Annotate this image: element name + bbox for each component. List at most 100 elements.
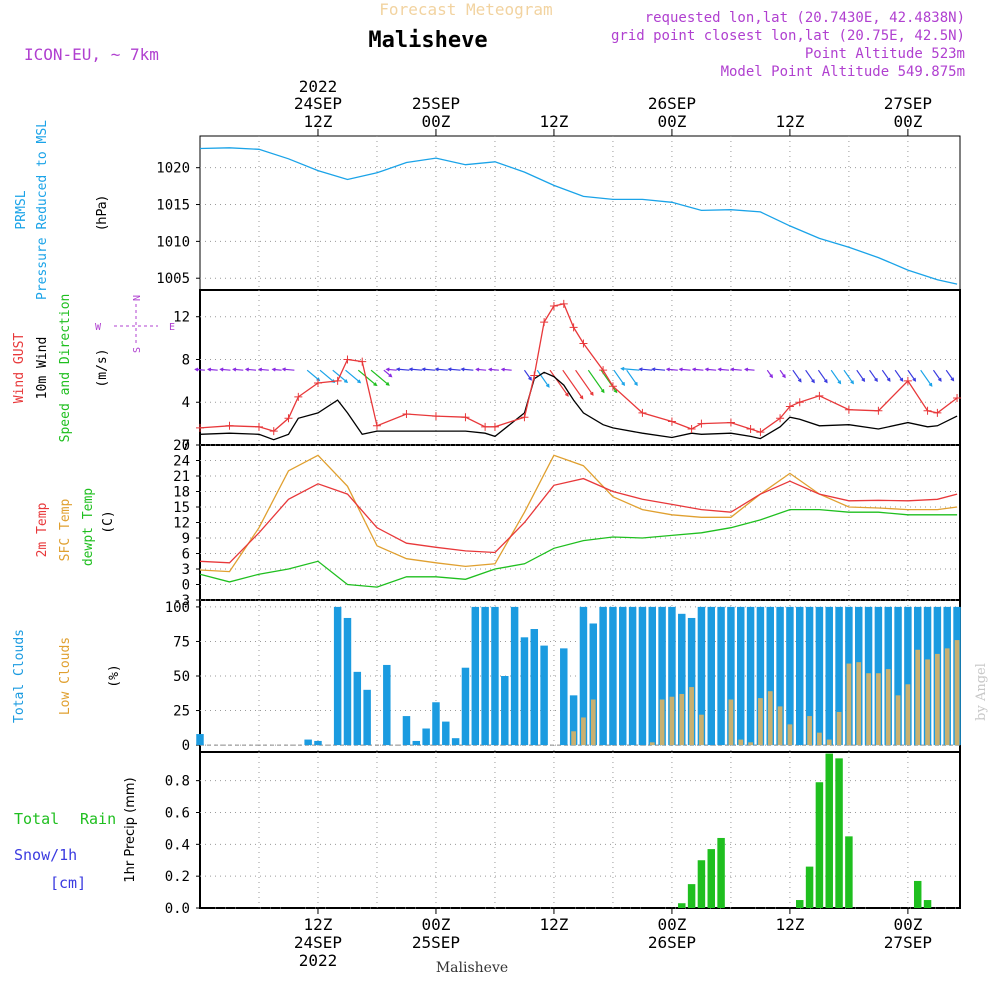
wind-arrow-head <box>194 367 199 372</box>
wind-arrow <box>397 368 410 371</box>
wind-direction-arrows <box>194 366 955 400</box>
low-cloud-bar <box>787 724 793 746</box>
low-cloud-bar <box>846 663 852 746</box>
top-hour-label: 12Z <box>304 112 333 131</box>
rain-bar <box>796 900 804 908</box>
top-hour-label: 00Z <box>422 112 451 131</box>
y-tick-label: 0.2 <box>165 869 190 885</box>
wind-arrow <box>549 369 569 397</box>
total-cloud-bar <box>510 606 519 746</box>
low-cloud-bar <box>817 732 822 746</box>
top-date-label: 26SEP <box>648 94 696 113</box>
wind-arrow <box>805 369 815 383</box>
wind-arrow <box>817 369 828 383</box>
wind-arrow-head <box>460 367 465 372</box>
total-cloud-bar <box>343 617 352 746</box>
gust-marker <box>569 323 578 332</box>
wind-arrow-head <box>475 367 480 372</box>
temp-series <box>199 454 958 588</box>
wind-arrow-head <box>316 377 321 382</box>
total-cloud-bar <box>304 739 312 746</box>
total-cloud-bar <box>333 606 342 746</box>
y-tick-label: 0.8 <box>165 774 190 790</box>
wind-arrow-head <box>811 379 815 384</box>
gust-marker <box>269 427 278 436</box>
wind-arrow-head <box>678 367 683 372</box>
y-tick-label: 12 <box>173 516 190 532</box>
gust-marker <box>358 357 367 366</box>
wind-arrow <box>246 368 257 371</box>
gust-marker <box>549 302 558 311</box>
rain-bar <box>687 884 696 908</box>
low-cloud-bar <box>699 714 704 746</box>
wind-arrow <box>920 369 933 387</box>
wind-arrow <box>869 369 878 382</box>
low-cloud-bar <box>807 716 812 746</box>
total-cloud-bar <box>737 606 745 746</box>
wind-arrow <box>621 367 640 371</box>
wind-arrow <box>907 369 916 382</box>
low-cloud-bar <box>915 649 921 746</box>
bottom-year-label: 2022 <box>299 951 338 970</box>
low-cloud-bar <box>836 711 842 746</box>
wind-arrow-head <box>621 381 626 387</box>
wind-arrow <box>435 368 448 371</box>
pressure-panel: PRMSL Pressure Reduced to MSL (hPa) 1005… <box>14 120 960 300</box>
gust-label: Wind GUST <box>12 333 27 404</box>
wind-arrow <box>259 368 269 371</box>
y-tick-label: 0.0 <box>165 901 190 917</box>
y-tick-label: 15 <box>173 500 190 516</box>
bottom-hour-label: 00Z <box>657 915 686 934</box>
bottom-hour-label: 00Z <box>893 915 922 934</box>
wind-panel: Wind GUST 10m Wind Speed and Direction (… <box>12 294 962 454</box>
wind-arrow-head <box>634 381 638 387</box>
rain-bar <box>923 900 932 908</box>
y-tick-label: 21 <box>173 469 190 485</box>
total-cloud-bar <box>786 606 794 746</box>
y-tick-label: 0 <box>182 738 190 754</box>
wind-arrow-head <box>206 367 212 372</box>
rain-bar <box>707 849 715 908</box>
wind-arrow <box>718 368 730 371</box>
gust-marker <box>313 379 322 387</box>
legend-total: Total <box>14 810 59 828</box>
wind-series <box>196 299 962 441</box>
wind-arrow <box>461 368 474 371</box>
gust-marker <box>638 408 647 417</box>
wind-arrow-head <box>937 377 942 382</box>
total-cloud-bar <box>579 606 588 746</box>
total-cloud-bar <box>776 606 784 746</box>
low-cloud-bar <box>856 662 862 746</box>
total-cloud-bar <box>628 606 637 746</box>
wind-arrow <box>779 369 786 378</box>
total-cloud-bar <box>540 645 548 746</box>
gust-marker <box>431 412 440 421</box>
low-cloud-bar <box>758 698 763 746</box>
low-cloud-bar <box>885 669 891 746</box>
wind-arrow <box>575 369 594 396</box>
low-cloud-bar <box>954 640 960 746</box>
temperature-panel: 2m Temp SFC Temp dewpt Temp (C) -3036912… <box>35 438 960 609</box>
gust-marker <box>461 413 470 422</box>
low-cloud-bar <box>571 731 576 746</box>
gust-marker <box>953 393 962 402</box>
sfc-temp-label: SFC Temp <box>58 499 73 562</box>
gust-marker <box>923 406 932 415</box>
total-cloud-bar <box>756 606 765 746</box>
low-cloud-bar <box>748 742 753 746</box>
bottom-date-label: 27SEP <box>884 933 932 952</box>
bottom-hour-label: 12Z <box>539 915 568 934</box>
total-cloud-bar <box>461 667 470 746</box>
gust-marker <box>294 392 303 401</box>
wind-arrow <box>345 369 361 383</box>
total-cloud-bar <box>481 606 489 746</box>
wind-arrow <box>562 369 584 399</box>
wind-gust-line <box>199 303 958 433</box>
wind-arrow-head <box>281 367 286 372</box>
compass-e: E <box>169 322 175 333</box>
precip-bars <box>200 753 960 909</box>
wind-arrow <box>945 369 954 381</box>
temp-label: 2m Temp <box>35 502 50 557</box>
wind-arrow-head <box>850 380 854 385</box>
y-tick-label: 0 <box>182 578 190 594</box>
